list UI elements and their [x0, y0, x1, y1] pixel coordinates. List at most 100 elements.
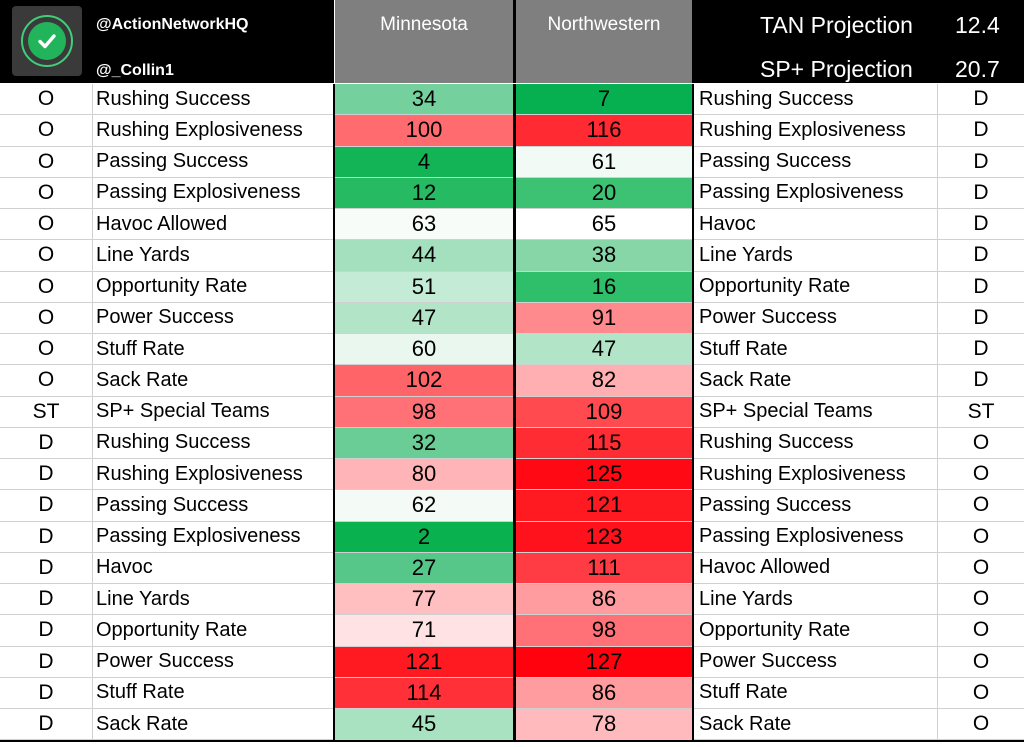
minnesota-rank-cell[interactable]: 98	[335, 396, 513, 427]
opponent-side-cell[interactable]: O	[972, 430, 990, 454]
minnesota-rank-cell[interactable]: 114	[335, 677, 513, 708]
side-cell[interactable]: O	[0, 271, 93, 302]
team-header-northwestern[interactable]: Northwestern	[516, 0, 692, 83]
stat-name-cell[interactable]: Havoc Allowed	[96, 212, 228, 235]
opponent-stat-name-cell[interactable]: Passing Success	[694, 490, 938, 521]
side-cell[interactable]: D	[0, 459, 93, 490]
northwestern-rank-cell[interactable]: 16	[516, 271, 692, 302]
opponent-side-cell[interactable]: ST	[967, 399, 995, 423]
opponent-stat-name-cell[interactable]: Stuff Rate	[694, 334, 938, 365]
side-cell[interactable]: D	[0, 677, 93, 708]
opponent-stat-name-cell[interactable]: Havoc Allowed	[694, 552, 938, 583]
minnesota-rank-cell[interactable]: 71	[335, 615, 513, 646]
minnesota-rank-cell[interactable]: 2	[335, 521, 513, 552]
side-cell[interactable]: O	[0, 365, 93, 396]
stat-name-cell[interactable]: Rushing Success	[96, 87, 251, 110]
opponent-side-cell[interactable]: O	[972, 618, 990, 642]
side-cell[interactable]: D	[0, 427, 93, 458]
team-header-minnesota[interactable]: Minnesota	[335, 0, 513, 83]
opponent-stat-name-cell[interactable]: Line Yards	[694, 240, 938, 271]
opponent-stat-name-cell[interactable]: Passing Success	[694, 146, 938, 177]
minnesota-rank-cell[interactable]: 121	[335, 646, 513, 677]
northwestern-rank-cell[interactable]: 20	[516, 177, 692, 208]
opponent-side-cell[interactable]: D	[973, 243, 989, 267]
opponent-stat-name-cell[interactable]: Rushing Explosiveness	[694, 115, 938, 146]
stat-name-cell[interactable]: Power Success	[96, 306, 234, 329]
opponent-side-cell[interactable]: D	[973, 368, 989, 392]
minnesota-rank-cell[interactable]: 47	[335, 302, 513, 333]
stat-name-cell[interactable]: Passing Explosiveness	[96, 181, 301, 204]
northwestern-rank-cell[interactable]: 125	[516, 459, 692, 490]
opponent-stat-name-cell[interactable]: Sack Rate	[694, 709, 938, 740]
northwestern-rank-cell[interactable]: 86	[516, 677, 692, 708]
opponent-side-cell[interactable]: O	[972, 680, 990, 704]
opponent-stat-name-cell[interactable]: Havoc	[694, 209, 938, 240]
minnesota-rank-cell[interactable]: 63	[335, 209, 513, 240]
side-cell[interactable]: O	[0, 177, 93, 208]
northwestern-rank-cell[interactable]: 111	[516, 552, 692, 583]
northwestern-rank-cell[interactable]: 91	[516, 302, 692, 333]
northwestern-rank-cell[interactable]: 78	[516, 709, 692, 740]
opponent-side-cell[interactable]: O	[972, 555, 990, 579]
opponent-side-cell[interactable]: D	[973, 337, 989, 361]
stat-name-cell[interactable]: Line Yards	[96, 243, 190, 266]
side-cell[interactable]: D	[0, 521, 93, 552]
stat-name-cell[interactable]: Stuff Rate	[96, 681, 185, 704]
side-cell[interactable]: D	[0, 584, 93, 615]
minnesota-rank-cell[interactable]: 62	[335, 490, 513, 521]
stat-name-cell[interactable]: Passing Success	[96, 493, 249, 516]
stat-name-cell[interactable]: Passing Explosiveness	[96, 525, 301, 548]
opponent-side-cell[interactable]: D	[973, 149, 989, 173]
side-cell[interactable]: D	[0, 490, 93, 521]
opponent-side-cell[interactable]: O	[972, 524, 990, 548]
opponent-stat-name-cell[interactable]: Power Success	[694, 646, 938, 677]
side-cell[interactable]: D	[0, 552, 93, 583]
stat-name-cell[interactable]: Sack Rate	[96, 712, 189, 735]
minnesota-rank-cell[interactable]: 44	[335, 240, 513, 271]
stat-name-cell[interactable]: Power Success	[96, 650, 234, 673]
northwestern-rank-cell[interactable]: 121	[516, 490, 692, 521]
minnesota-rank-cell[interactable]: 12	[335, 177, 513, 208]
stat-name-cell[interactable]: Rushing Explosiveness	[96, 118, 303, 141]
stat-name-cell[interactable]: Line Yards	[96, 587, 190, 610]
northwestern-rank-cell[interactable]: 115	[516, 427, 692, 458]
opponent-side-cell[interactable]: O	[972, 712, 990, 736]
opponent-side-cell[interactable]: O	[972, 462, 990, 486]
side-cell[interactable]: O	[0, 146, 93, 177]
minnesota-rank-cell[interactable]: 45	[335, 709, 513, 740]
side-cell[interactable]: D	[0, 615, 93, 646]
minnesota-rank-cell[interactable]: 4	[335, 146, 513, 177]
minnesota-rank-cell[interactable]: 34	[335, 84, 513, 115]
opponent-side-cell[interactable]: D	[973, 118, 989, 142]
opponent-side-cell[interactable]: O	[972, 587, 990, 611]
stat-name-cell[interactable]: Rushing Success	[96, 431, 251, 454]
northwestern-rank-cell[interactable]: 116	[516, 115, 692, 146]
stat-name-cell[interactable]: Opportunity Rate	[96, 618, 248, 641]
northwestern-rank-cell[interactable]: 61	[516, 146, 692, 177]
opponent-stat-name-cell[interactable]: Rushing Success	[694, 427, 938, 458]
northwestern-rank-cell[interactable]: 47	[516, 334, 692, 365]
opponent-side-cell[interactable]: D	[973, 180, 989, 204]
northwestern-rank-cell[interactable]: 86	[516, 584, 692, 615]
side-cell[interactable]: D	[0, 646, 93, 677]
opponent-stat-name-cell[interactable]: Rushing Explosiveness	[694, 459, 938, 490]
opponent-stat-name-cell[interactable]: SP+ Special Teams	[694, 396, 938, 427]
northwestern-rank-cell[interactable]: 7	[516, 84, 692, 115]
opponent-side-cell[interactable]: D	[973, 212, 989, 236]
stat-name-cell[interactable]: Sack Rate	[96, 368, 189, 391]
minnesota-rank-cell[interactable]: 32	[335, 427, 513, 458]
side-cell[interactable]: D	[0, 709, 93, 740]
opponent-stat-name-cell[interactable]: Rushing Success	[694, 84, 938, 115]
opponent-stat-name-cell[interactable]: Power Success	[694, 302, 938, 333]
stat-name-cell[interactable]: Havoc	[96, 556, 153, 579]
opponent-stat-name-cell[interactable]: Stuff Rate	[694, 677, 938, 708]
minnesota-rank-cell[interactable]: 102	[335, 365, 513, 396]
stat-name-cell[interactable]: Rushing Explosiveness	[96, 462, 303, 485]
northwestern-rank-cell[interactable]: 82	[516, 365, 692, 396]
opponent-stat-name-cell[interactable]: Passing Explosiveness	[694, 521, 938, 552]
minnesota-rank-cell[interactable]: 80	[335, 459, 513, 490]
side-cell[interactable]: O	[0, 240, 93, 271]
northwestern-rank-cell[interactable]: 127	[516, 646, 692, 677]
northwestern-rank-cell[interactable]: 109	[516, 396, 692, 427]
stat-name-cell[interactable]: SP+ Special Teams	[96, 400, 270, 423]
